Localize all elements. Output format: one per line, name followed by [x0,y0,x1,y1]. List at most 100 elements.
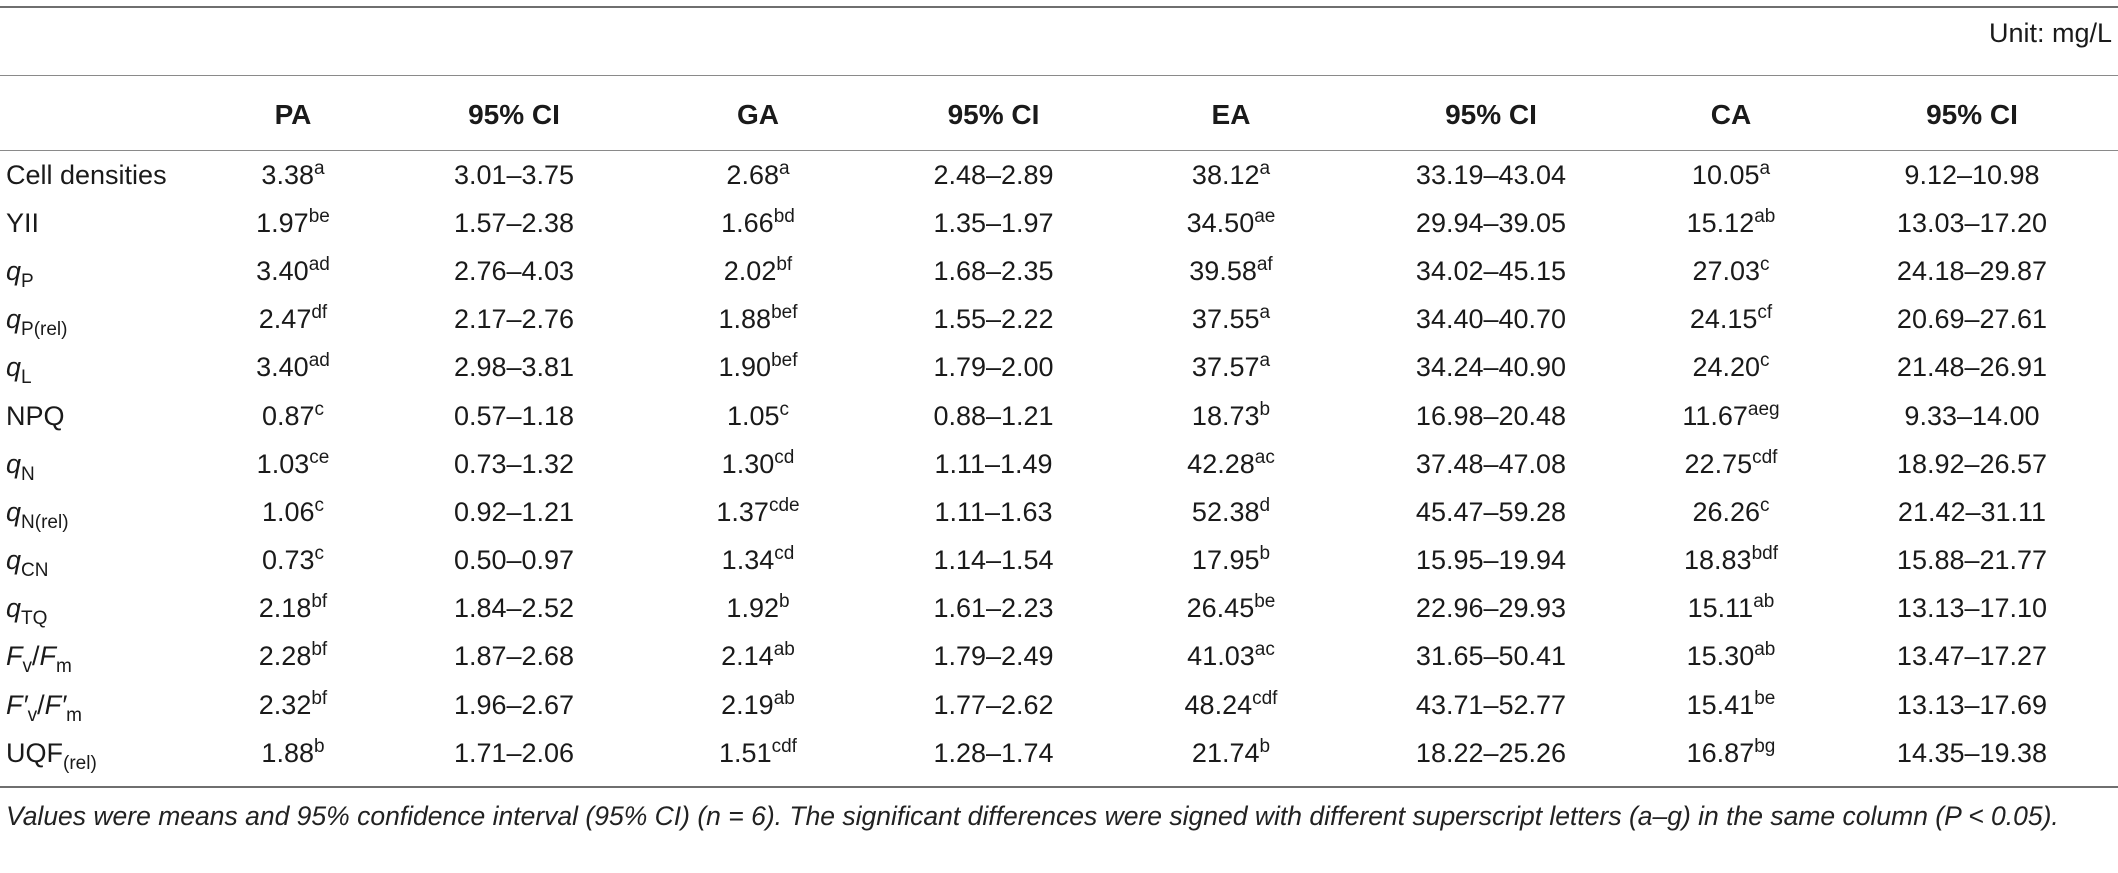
table-row: qN 1.03ce 0.73–1.32 1.30cd 1.11–1.49 42.28ac 3… [0,440,2118,488]
mean-cell: 22.75cdf [1636,440,1826,488]
cell-value: 22.75 [1684,448,1753,479]
cell-value: 34.50 [1186,207,1255,238]
row-label-base: YII [6,207,40,238]
ci-cell: 13.13–17.10 [1826,585,2118,633]
cell-value: 1.88 [718,304,772,335]
header-cell: EA [1211,99,1251,130]
cell-value: 1.87–2.68 [453,641,575,672]
mean-cell: 3.40ad [203,247,383,295]
ci-cell: 15.95–19.94 [1346,537,1636,585]
row-label-base: q [6,593,22,624]
ci-cell: 1.84–2.52 [383,585,645,633]
row-label-base: F [6,641,23,672]
significance-letters: d [1259,494,1271,516]
unit-label: Unit: mg/L [1988,18,2112,48]
mean-cell: 1.92b [645,585,871,633]
mean-cell: 39.58af [1116,247,1346,295]
mean-cell: 3.40ad [203,344,383,392]
table-row: Cell densities 3.38a 3.01–3.75 2.68a 2.48–2.… [0,148,2118,199]
row-label-base: Cell densities [6,159,167,190]
ci-cell: 1.79–2.49 [871,633,1116,681]
row-label: qL [0,344,203,392]
row-label: UQF(rel) [0,729,203,777]
mean-cell: 0.73c [203,537,383,585]
mean-cell: 1.34cd [645,537,871,585]
mean-cell: 2.19ab [645,681,871,729]
cell-value: 34.02–45.15 [1415,255,1567,286]
significance-letters: ac [1254,639,1275,661]
cell-value: 13.13–17.10 [1896,593,2048,624]
mean-cell: 24.15cf [1636,296,1826,344]
significance-letters: ae [1254,205,1276,227]
mean-cell: 26.26c [1636,488,1826,536]
row-label-subscript: m [56,656,72,678]
significance-letters: a [1259,157,1271,179]
row-label-base: F [39,641,57,672]
header-cell: 95% CI [1926,99,2018,130]
cell-value: 18.92–26.57 [1896,448,2048,479]
row-label-subscript: m [66,704,82,726]
significance-letters: cd [774,446,795,468]
cell-value: 2.28 [258,641,312,672]
cell-value: 3.38 [261,159,314,190]
significance-letters: ad [308,253,330,275]
mean-cell: 42.28ac [1116,440,1346,488]
cell-value: 1.77–2.62 [933,689,1054,720]
cell-value: 2.76–4.03 [453,255,575,286]
significance-letters: cde [768,494,800,516]
mean-cell: 1.06c [203,488,383,536]
cell-value: 0.73 [261,545,315,576]
row-label-base: UQF [6,737,63,768]
ci-cell: 18.92–26.57 [1826,440,2118,488]
ci-cell: 45.47–59.28 [1346,488,1636,536]
row-label-base: NPQ [6,400,65,431]
cell-value: 11.67 [1682,400,1748,431]
significance-letters: c [1760,350,1770,372]
ci-cell: 34.02–45.15 [1346,247,1636,295]
cell-value: 10.05 [1691,159,1760,190]
row-label-subscript: L [21,367,32,389]
significance-letters: bf [311,639,328,661]
mean-cell: 24.20c [1636,344,1826,392]
significance-letters: b [778,591,790,613]
cell-value: 39.58 [1189,255,1257,286]
significance-letters: aeg [1747,398,1780,420]
ci-cell: 2.48–2.89 [871,148,1116,199]
top-rule [0,6,2118,8]
row-label-base: q [6,448,22,479]
ci-cell: 3.01–3.75 [383,148,645,199]
significance-letters: b [1259,398,1271,420]
cell-value: 1.97 [256,207,309,238]
cell-value: 22.96–29.93 [1415,593,1567,624]
cell-value: 24.15 [1689,304,1758,335]
mean-cell: 17.95b [1116,537,1346,585]
cell-value: 52.38 [1191,496,1260,527]
significance-letters: ad [308,350,330,372]
significance-letters: be [1254,591,1276,613]
row-label: Cell densities [0,148,203,199]
ci-cell: 34.40–40.70 [1346,296,1636,344]
significance-letters: bf [311,687,328,709]
row-label: qP(rel) [0,296,203,344]
mean-cell: 26.45be [1116,585,1346,633]
ci-cell: 37.48–47.08 [1346,440,1636,488]
cell-value: 2.17–2.76 [453,304,575,335]
significance-letters: ab [1753,591,1775,613]
row-label: YII [0,199,203,247]
ci-cell: 43.71–52.77 [1346,681,1636,729]
mean-cell: 11.67aeg [1636,392,1826,440]
ci-cell: 1.55–2.22 [871,296,1116,344]
cell-value: 14.35–19.38 [1896,737,2048,768]
row-label-subscript: (rel) [63,752,97,774]
row-label-base: q [6,545,22,576]
cell-value: 13.03–17.20 [1896,207,2048,238]
cell-value: 2.48–2.89 [933,159,1054,190]
ci-cell: 0.57–1.18 [383,392,645,440]
table-row: YII 1.97be 1.57–2.38 1.66bd 1.35–1.97 34.50ae… [0,199,2118,247]
significance-letters: bd [773,205,795,227]
ci-cell: 0.50–0.97 [383,537,645,585]
ci-cell: 13.13–17.69 [1826,681,2118,729]
ci-cell: 14.35–19.38 [1826,729,2118,777]
mean-cell: 1.05c [645,392,871,440]
ci-cell: 0.73–1.32 [383,440,645,488]
